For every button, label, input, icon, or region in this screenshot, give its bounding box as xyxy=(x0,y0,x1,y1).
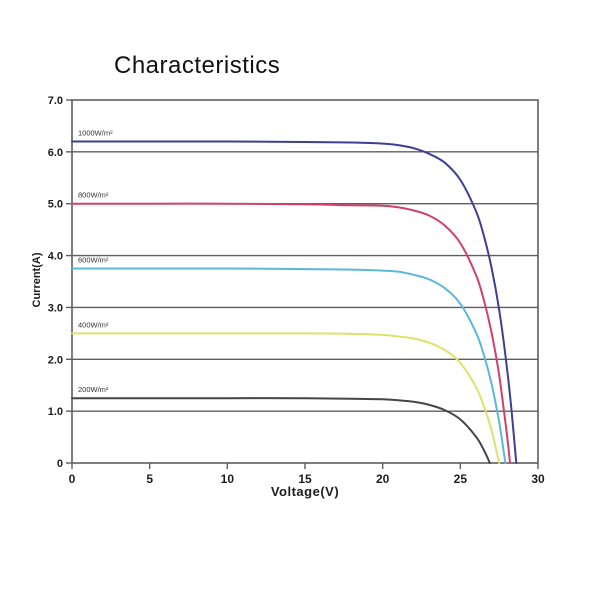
x-tick-label: 0 xyxy=(69,472,76,486)
y-tick-label: 4.0 xyxy=(48,251,63,263)
x-tick-label: 25 xyxy=(454,472,468,486)
curve-label-800Wm: 800W/m² xyxy=(78,191,109,200)
curve-label-200Wm: 200W/m² xyxy=(78,385,109,394)
x-axis-title: Voltage(V) xyxy=(270,484,340,499)
y-tick-label: 5.0 xyxy=(48,199,63,211)
x-tick-label: 10 xyxy=(221,472,235,486)
x-tick-label: 15 xyxy=(298,472,312,486)
y-tick-label: 3.0 xyxy=(48,302,63,314)
plot-border xyxy=(71,99,539,464)
y-tick-label: 1.0 xyxy=(48,406,63,418)
iv-curve-1000Wm xyxy=(71,140,518,464)
y-tick-label: 7.0 xyxy=(48,95,63,107)
iv-curve-200Wm xyxy=(71,397,491,464)
y-tick-label: 6.0 xyxy=(48,147,63,159)
y-tick-label: 0 xyxy=(57,458,63,470)
curve-label-400Wm: 400W/m² xyxy=(78,320,109,329)
curve-label-600Wm: 600W/m² xyxy=(78,256,109,265)
iv-curve-400Wm xyxy=(71,332,501,464)
curve-label-1000Wm: 1000W/m² xyxy=(78,128,113,137)
chart-title: Characteristics xyxy=(114,52,281,79)
iv-curve-600Wm xyxy=(71,267,507,464)
x-tick-label: 20 xyxy=(376,472,390,486)
y-tick-label: 2.0 xyxy=(48,354,63,366)
x-tick-label: 30 xyxy=(531,472,545,486)
x-tick-label: 5 xyxy=(146,472,153,486)
iv-curve-800Wm xyxy=(71,202,511,464)
